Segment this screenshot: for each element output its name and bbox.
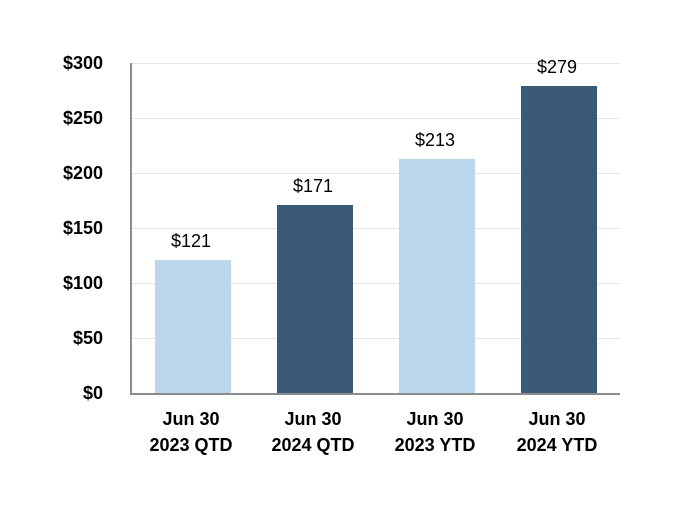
bar-value-label: $171 xyxy=(292,175,334,196)
bar-value-label: $279 xyxy=(536,57,578,78)
x-tick-label-line: Jun 30 xyxy=(406,409,464,429)
bar-2 xyxy=(277,204,353,393)
y-tick-label: $250 xyxy=(62,108,103,128)
x-tick-label: Jun 30 2024 YTD xyxy=(482,406,632,458)
x-tick-label-line: 2024 QTD xyxy=(271,435,355,455)
gridline-150 xyxy=(132,228,620,229)
gridline-300 xyxy=(132,63,620,64)
x-tick-label: Jun 30 2023 QTD xyxy=(116,406,266,458)
bar-value-label: $213 xyxy=(414,129,456,150)
bar-3 xyxy=(399,158,475,393)
y-tick-label: $100 xyxy=(62,273,103,293)
gridline-200 xyxy=(132,173,620,174)
gridline-250 xyxy=(132,118,620,119)
bar-4 xyxy=(521,86,597,393)
y-tick-label: $0 xyxy=(82,383,103,403)
x-tick-label-line: Jun 30 xyxy=(528,409,586,429)
gridline-100 xyxy=(132,283,620,284)
bar-1 xyxy=(155,259,231,393)
x-tick-label-line: 2023 YTD xyxy=(394,435,476,455)
x-tick-label: Jun 30 2024 QTD xyxy=(238,406,388,458)
y-tick-label: $150 xyxy=(62,218,103,238)
y-tick-label: $200 xyxy=(62,163,103,183)
plot-area xyxy=(130,63,620,395)
gridline-50 xyxy=(132,338,620,339)
x-tick-label-line: 2023 QTD xyxy=(149,435,233,455)
x-tick-label: Jun 30 2023 YTD xyxy=(360,406,510,458)
y-tick-label: $300 xyxy=(62,53,103,73)
x-tick-label-line: Jun 30 xyxy=(162,409,220,429)
x-tick-label-line: 2024 YTD xyxy=(516,435,598,455)
x-tick-label-line: Jun 30 xyxy=(284,409,342,429)
y-tick-label: $50 xyxy=(72,328,103,348)
bar-value-label: $121 xyxy=(170,230,212,251)
